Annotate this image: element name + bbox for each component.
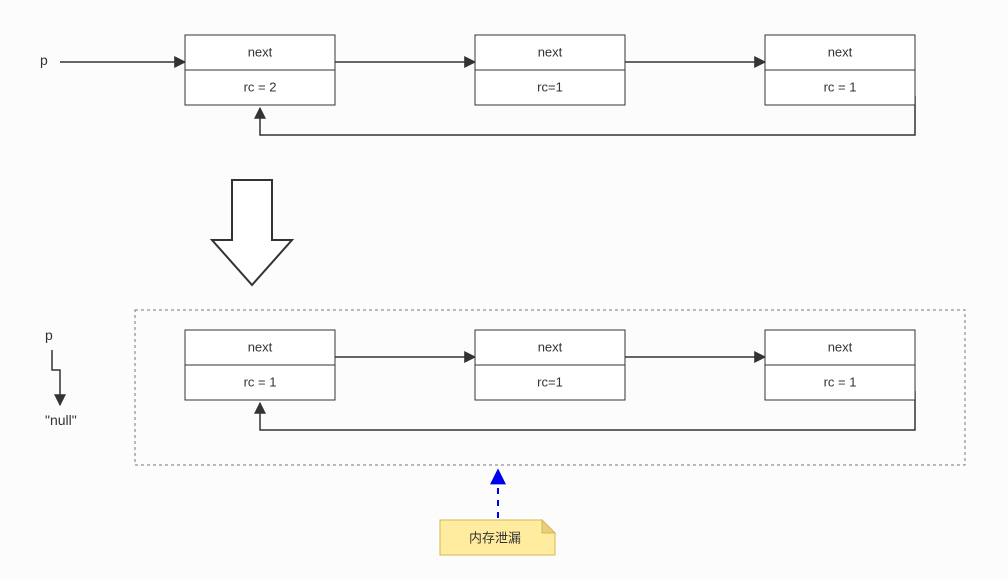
top-node-3: next rc = 1 [765,35,915,105]
top-node-2: next rc=1 [475,35,625,105]
top-node-3-rc: rc = 1 [824,79,857,94]
bottom-node-2: next rc=1 [475,330,625,400]
bottom-node-2-rc: rc=1 [537,374,563,389]
bottom-node-3-next: next [828,339,853,354]
memory-leak-note: 内存泄漏 [440,520,555,555]
top-p-label: p [40,52,48,68]
note-text: 内存泄漏 [469,530,521,545]
top-node-1-rc: rc = 2 [244,79,277,94]
bottom-node-1-next: next [248,339,273,354]
bottom-node-1-rc: rc = 1 [244,374,277,389]
bottom-node-3-rc: rc = 1 [824,374,857,389]
bottom-node-2-next: next [538,339,563,354]
bottom-p-label: p [45,327,53,343]
top-node-1: next rc = 2 [185,35,335,105]
top-node-1-next: next [248,44,273,59]
top-node-3-next: next [828,44,853,59]
bottom-node-1: next rc = 1 [185,330,335,400]
big-down-arrow-icon [212,180,292,285]
bottom-node-3: next rc = 1 [765,330,915,400]
arrow-p-to-null [52,350,60,405]
null-label: "null" [45,412,77,428]
top-node-2-next: next [538,44,563,59]
top-node-2-rc: rc=1 [537,79,563,94]
diagram-canvas: p next rc = 2 next rc=1 next rc = 1 p "n… [0,0,1008,580]
